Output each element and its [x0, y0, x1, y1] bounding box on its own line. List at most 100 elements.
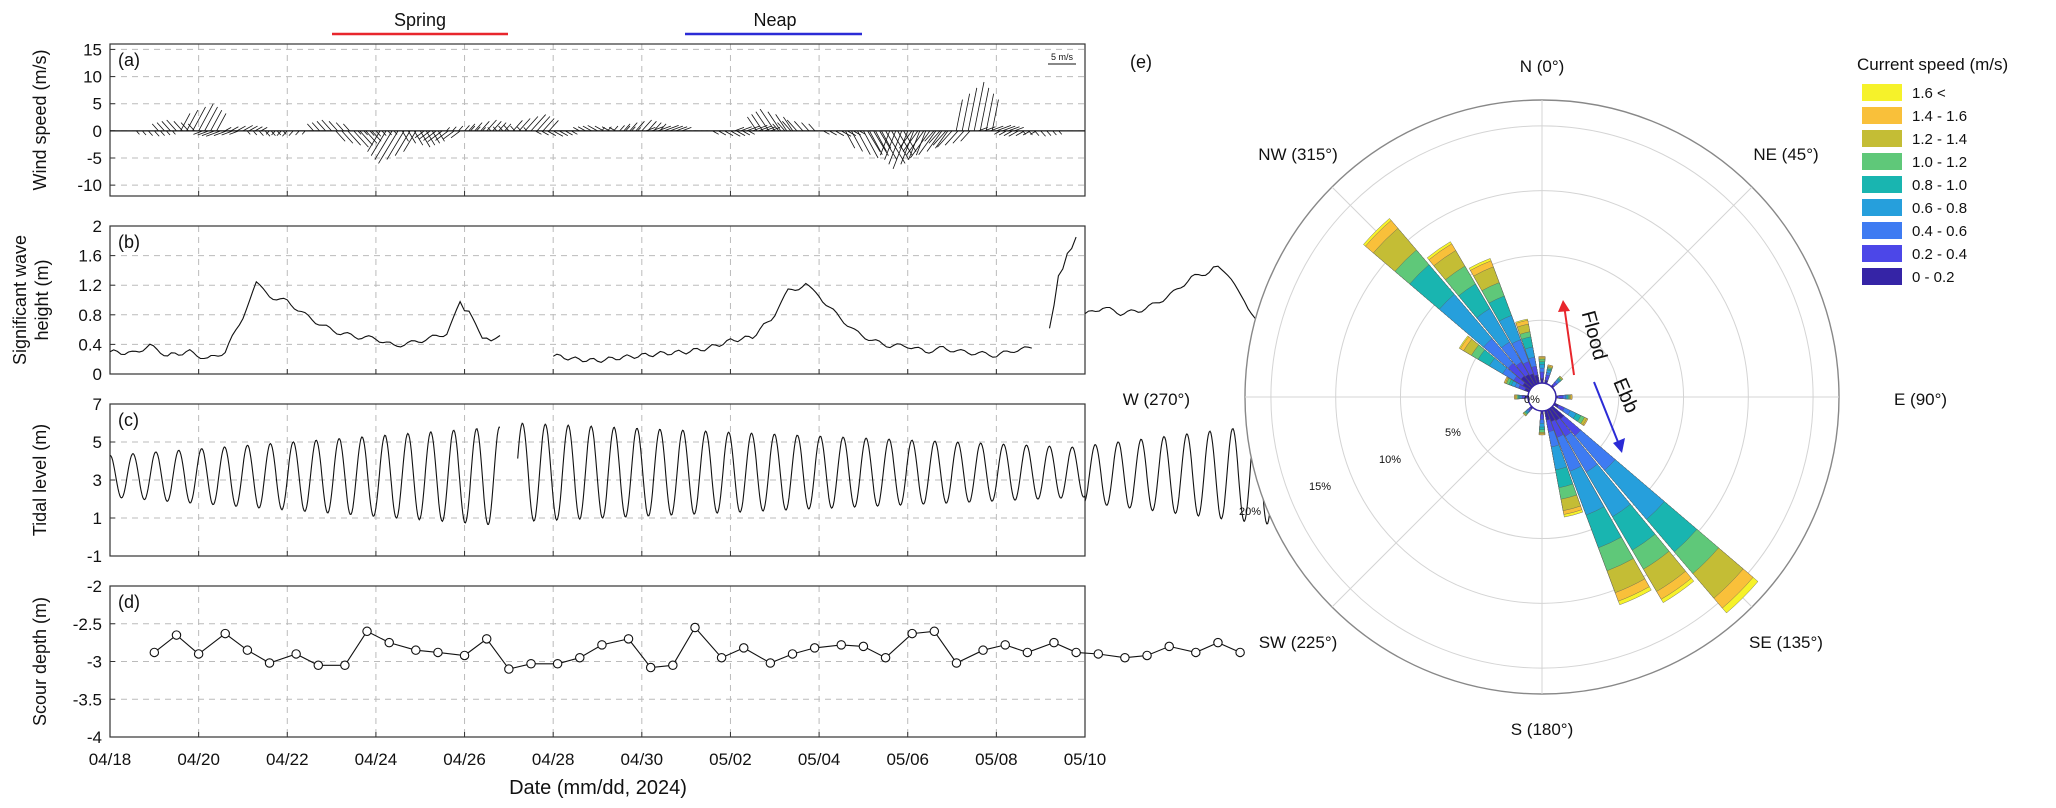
- panel-label: (a): [118, 50, 140, 70]
- y-tick-label: 5: [93, 95, 102, 114]
- wind-stick: [201, 130, 215, 137]
- panel-label: (d): [118, 592, 140, 612]
- y-axis-title: Wind speed (m/s): [30, 49, 50, 190]
- rose-spoke: [1541, 186, 1753, 398]
- panel-label: (b): [118, 232, 140, 252]
- flood-arrow-shaft: [1563, 304, 1575, 376]
- x-tick-label: 05/06: [886, 750, 929, 769]
- panel-label: (c): [118, 410, 139, 430]
- wind-stick: [1008, 130, 1019, 137]
- wind-stick: [359, 130, 373, 146]
- wind-stick: [156, 122, 165, 132]
- wind-stick: [1008, 126, 1020, 132]
- legend-label: 0 - 0.2: [1912, 269, 1955, 286]
- wind-stick: [224, 127, 232, 132]
- scour-point: [149, 647, 160, 658]
- scour-point: [1164, 641, 1174, 652]
- wind-stick: [1014, 127, 1024, 132]
- wind-stick: [369, 130, 375, 136]
- scour-point: [242, 645, 253, 655]
- wind-stick: [510, 125, 516, 132]
- wind-stick: [587, 125, 598, 132]
- wind-stick: [371, 130, 382, 142]
- scour-point: [481, 634, 492, 644]
- wind-stick: [613, 125, 619, 132]
- wind-stick: [879, 130, 891, 156]
- y-tick-label: -1: [87, 547, 102, 566]
- wind-stick: [446, 127, 450, 132]
- wind-stick: [530, 114, 546, 132]
- scour-point: [220, 628, 230, 639]
- wind-stick: [236, 125, 246, 132]
- direction-label-n: N (0°): [1520, 57, 1565, 76]
- panel-frame: [109, 585, 1086, 738]
- wind-stick: [841, 130, 852, 137]
- wind-stick: [742, 130, 751, 136]
- ebb-arrow-shaft: [1593, 381, 1621, 448]
- wind-stick: [1034, 130, 1040, 136]
- ebb-arrow-head: [1613, 438, 1625, 453]
- scour-point: [597, 640, 607, 650]
- x-tick-label: 05/04: [798, 750, 841, 769]
- legend-label: 1.0 - 1.2: [1912, 154, 1967, 171]
- wind-stick: [564, 130, 573, 136]
- y-axis-title: Scour depth (m): [30, 597, 50, 726]
- wind-stick: [740, 126, 752, 132]
- wind-stick: [625, 125, 631, 132]
- wind-stick: [258, 130, 264, 136]
- wind-stick: [891, 130, 910, 160]
- rose-center: [1527, 382, 1557, 412]
- wind-stick: [142, 130, 147, 136]
- wind-stick: [435, 130, 449, 141]
- wind-stick: [264, 130, 271, 137]
- wind-stick: [464, 125, 470, 132]
- wind-stick: [552, 130, 564, 137]
- wind-stick: [260, 127, 268, 132]
- wind-stick: [978, 127, 988, 132]
- rose-wedge: [1525, 374, 1537, 388]
- wind-stick: [341, 130, 354, 144]
- wind-stick: [985, 93, 995, 131]
- wind-stick: [736, 130, 746, 136]
- wind-stick: [752, 125, 768, 132]
- x-tick-label: 04/24: [355, 750, 398, 769]
- wind-stick: [394, 130, 411, 156]
- wind-stick: [387, 130, 392, 136]
- rose-wedge: [1543, 408, 1551, 421]
- wind-scale-label: 5 m/s: [1051, 52, 1074, 62]
- direction-label-se: SE (135°): [1749, 633, 1823, 652]
- legend-swatch: [1862, 130, 1902, 147]
- wind-stick: [712, 130, 719, 135]
- panel-a-wind: 15 10 5 0 -5 -10 (a) Wind speed (m/s) 5 m/s: [30, 40, 1086, 197]
- wind-stick: [758, 125, 772, 132]
- wind-stick: [252, 130, 258, 136]
- wind-stick: [926, 130, 943, 152]
- wind-stick: [512, 120, 523, 132]
- wind-stick: [1022, 130, 1027, 135]
- rose-wedge: [1549, 404, 1565, 420]
- wind-stick: [516, 126, 522, 132]
- wind-stick: [370, 130, 387, 156]
- wind-stick: [1003, 130, 1013, 136]
- scour-point: [1142, 650, 1152, 661]
- direction-label-w: W (270°): [1123, 390, 1190, 409]
- legend-swatch: [1862, 245, 1902, 262]
- wind-stick: [378, 130, 399, 164]
- wind-stick: [204, 106, 218, 132]
- wind-stick: [288, 130, 294, 136]
- wind-stick: [623, 123, 631, 132]
- scour-point: [526, 659, 536, 669]
- wind-stick: [748, 130, 755, 135]
- wind-stick: [663, 125, 679, 132]
- scour-point: [1000, 640, 1010, 650]
- rose-wedge: [1547, 406, 1560, 421]
- wind-stick: [229, 130, 239, 135]
- radial-label: 0%: [1524, 394, 1540, 406]
- y-tick-label: -2.5: [73, 615, 102, 634]
- wind-stick: [601, 127, 606, 132]
- y-tick-label: 15: [83, 40, 102, 59]
- scour-point: [765, 658, 776, 668]
- wind-stick: [961, 93, 971, 131]
- x-axis-title: Date (mm/dd, 2024): [509, 777, 687, 799]
- legend-label: 0.8 - 1.0: [1912, 177, 1967, 194]
